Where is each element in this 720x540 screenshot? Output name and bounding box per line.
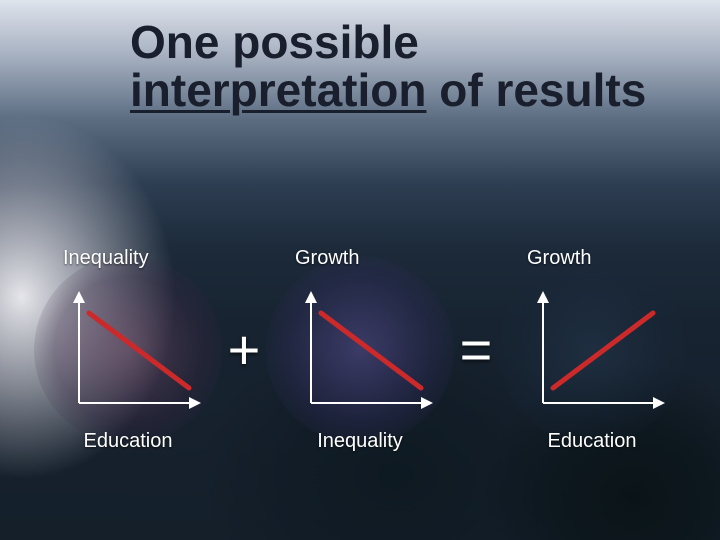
mini-chart [533, 283, 678, 418]
x-axis-label: Education [548, 430, 637, 453]
panel-growth-vs-education: Growth Education [497, 255, 687, 445]
mini-chart [69, 283, 214, 418]
panel-growth-vs-inequality: Growth Inequality [265, 255, 455, 445]
equals-operator: = [451, 322, 501, 378]
title-line2: interpretation of results [130, 66, 690, 114]
mini-chart [301, 283, 446, 418]
title-line1: One possible [130, 18, 690, 66]
title-underlined: interpretation [130, 64, 426, 116]
slide-title: One possible interpretation of results [130, 18, 690, 115]
x-axis-label: Education [84, 430, 173, 453]
x-axis-label: Inequality [317, 430, 403, 453]
plus-operator: + [219, 322, 269, 378]
panel-inequality-vs-education: Inequality Education [33, 255, 223, 445]
y-axis-label: Growth [527, 247, 591, 270]
title-rest: of results [426, 64, 646, 116]
equation-row: Inequality Education + Growth Inequality… [0, 240, 720, 460]
y-axis-label: Growth [295, 247, 359, 270]
y-axis-label: Inequality [63, 247, 149, 270]
